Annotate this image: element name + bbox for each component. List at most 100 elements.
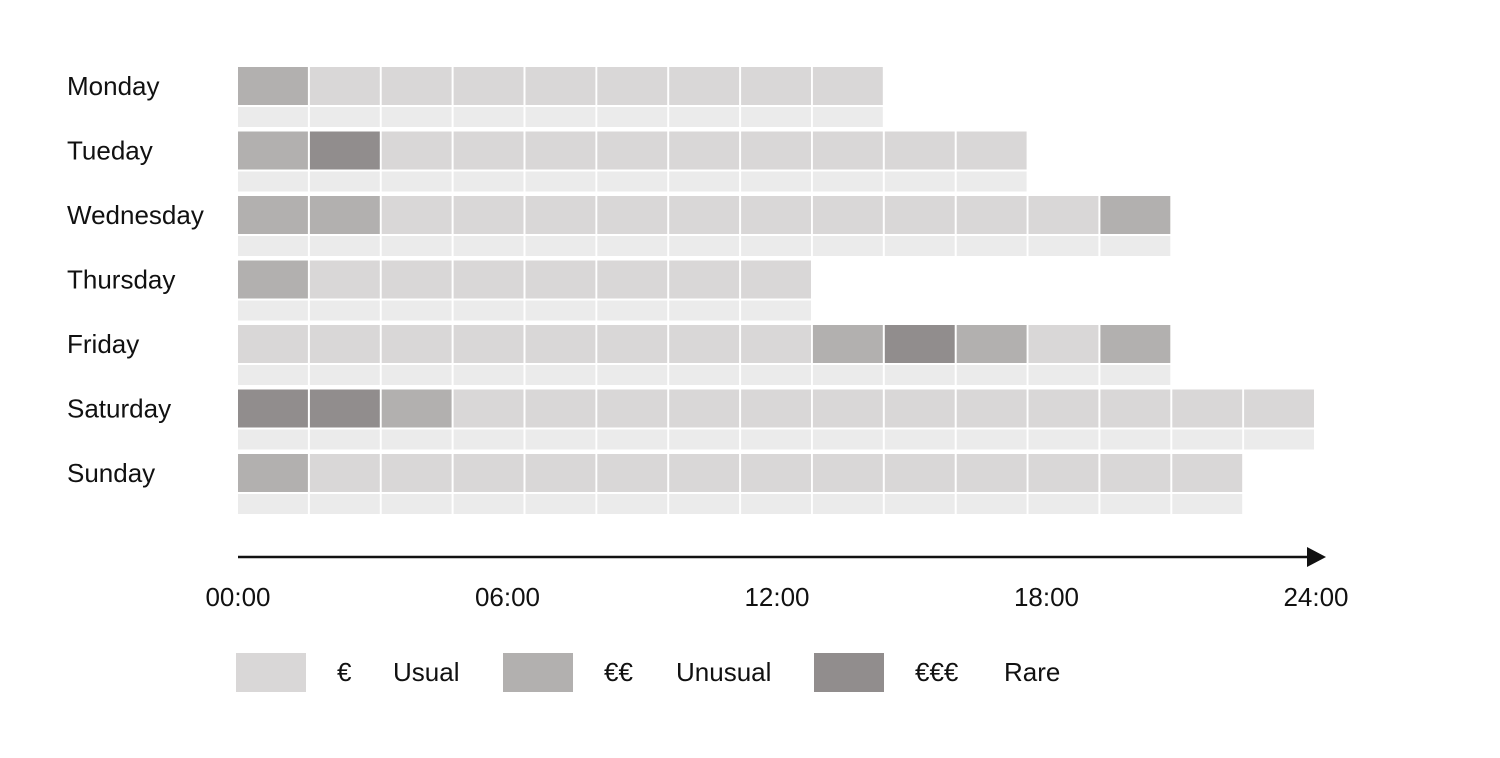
day-label: Wednesday [67,200,204,230]
x-tick-label: 24:00 [1283,582,1348,612]
heatmap-cell [884,325,955,363]
heatmap-cell [1100,454,1171,492]
heatmap-cell [884,389,955,428]
heatmap-cell [741,325,811,363]
heatmap-cell [741,196,811,234]
legend-symbol: €€€ [915,657,959,687]
heatmap-subcell [1028,429,1099,450]
heatmap-subcell [453,107,524,127]
heatmap-subcell [453,365,524,385]
heatmap-cell [812,389,883,428]
heatmap-cell [309,67,380,105]
heatmap-cell [1172,454,1243,492]
heatmap-subcell [884,236,955,256]
heatmap-subcell [238,236,308,256]
heatmap-cell [597,454,668,492]
heatmap-cell [884,454,955,492]
heatmap-cell [669,454,740,492]
heatmap-subcell [238,171,308,192]
heatmap-subcell [669,429,740,450]
heatmap-cell [238,325,308,363]
heatmap-subcell [741,107,811,127]
heatmap-subcell [669,236,740,256]
heatmap-cell [525,389,596,428]
legend-swatch [503,653,573,692]
x-tick-label: 06:00 [475,582,540,612]
heatmap-subcell [238,429,308,450]
heatmap-cell [1100,389,1171,428]
heatmap-cell [453,389,524,428]
heatmap-subcell [812,171,883,192]
heatmap-subcell [309,494,380,514]
day-label: Tueday [67,136,153,166]
heatmap-cell [884,196,955,234]
heatmap-subcell [453,429,524,450]
day-labels: Monday Tueday Wednesday Thursday Friday Satur… [67,71,204,488]
heatmap-cell [1028,454,1099,492]
heatmap-subcell [956,494,1027,514]
heatmap-cell [597,325,668,363]
heatmap-cell [597,67,668,105]
heatmap-subcell [525,107,596,127]
heatmap-subcell [1028,365,1099,385]
heatmap-cell [381,389,452,428]
heatmap-cell [309,196,380,234]
heatmap-subcell [597,300,668,321]
heatmap-cell [1172,389,1243,428]
day-label: Saturday [67,394,171,424]
heatmap-subcell [238,494,308,514]
heatmap-cell [1028,389,1099,428]
heatmap-subcell [1172,494,1243,514]
x-tick-label: 18:00 [1014,582,1079,612]
heatmap-cell [741,389,811,428]
heatmap-subcell [741,171,811,192]
heatmap-cell [1100,325,1171,363]
heatmap-cell [1244,389,1314,428]
heatmap-subcell [381,107,452,127]
heatmap-subcell [309,429,380,450]
heatmap-subcell [453,236,524,256]
heatmap-subcell [956,236,1027,256]
heatmap-subcell [1100,236,1171,256]
heatmap-cell [309,389,380,428]
heatmap-cell [1028,196,1099,234]
heatmap-subcell [381,365,452,385]
heatmap-cell [381,454,452,492]
heatmap-subcell [669,107,740,127]
time-axis-arrowhead [1307,547,1326,567]
heatmap-subcell [1100,494,1171,514]
heatmap-cell [741,260,811,299]
legend-swatch [236,653,306,692]
heatmap-subcell [453,300,524,321]
day-label: Thursday [67,265,175,295]
heatmap-subcell [669,494,740,514]
heatmap-cell [381,325,452,363]
day-label: Monday [67,71,160,101]
heatmap-cell [812,131,883,170]
heatmap-subcell [956,429,1027,450]
time-axis-ticks: 00:00 06:00 12:00 18:00 24:00 [205,582,1348,612]
heatmap-cell [669,260,740,299]
heatmap-cell [453,67,524,105]
heatmap-subcell [1028,494,1099,514]
legend-label: Rare [1004,657,1060,687]
heatmap-subcell [812,365,883,385]
heatmap-cell [309,325,380,363]
heatmap-subcell [741,365,811,385]
legend: € Usual €€ Unusual €€€ Rare [236,653,1060,692]
day-label: Sunday [67,458,155,488]
heatmap-cell [741,131,811,170]
heatmap-cells [238,67,1314,514]
heatmap-subcell [597,429,668,450]
heatmap-cell [238,196,308,234]
heatmap-cell [741,454,811,492]
heatmap-subcell [812,107,883,127]
heatmap-cell [238,131,308,170]
heatmap-subcell [525,300,596,321]
heatmap-subcell [453,494,524,514]
legend-label: Unusual [676,657,771,687]
heatmap-subcell [812,494,883,514]
heatmap-subcell [238,107,308,127]
heatmap-subcell [453,171,524,192]
